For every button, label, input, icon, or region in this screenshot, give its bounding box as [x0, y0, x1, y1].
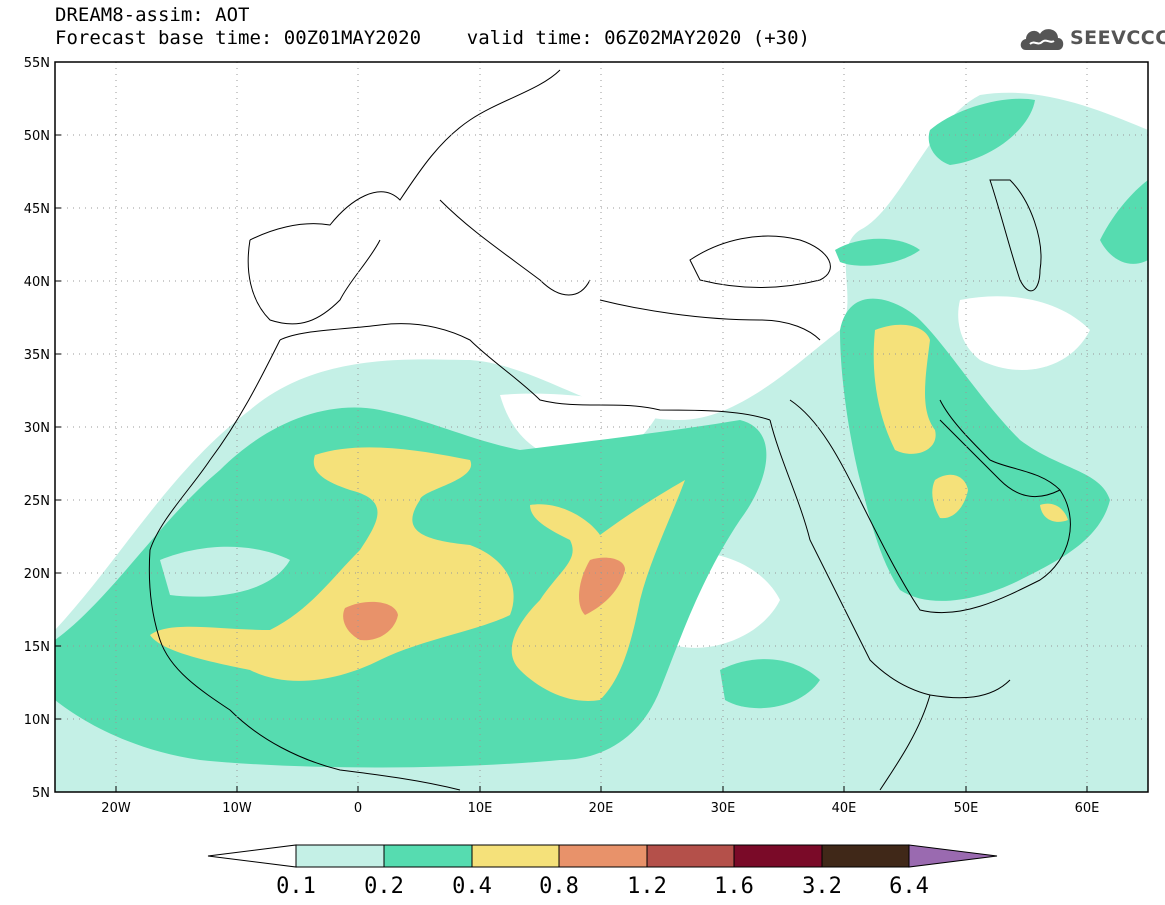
colorbar-label-0.4: 0.4 [452, 874, 492, 899]
colorbar-arrow-low [207, 844, 297, 868]
lat-label-40n: 40N [24, 275, 50, 290]
lat-label-10n: 10N [24, 713, 50, 728]
colorbar-label-0.2: 0.2 [364, 874, 404, 899]
aot-shade-green-horn [720, 659, 820, 709]
lat-label-25n: 25N [24, 494, 50, 509]
coast-horn [929, 679, 1011, 699]
coast-arabia [789, 399, 1071, 614]
colorbar-segment-0.1-0.2 [295, 844, 385, 868]
colorbar-segment-0.2-0.4 [383, 844, 473, 868]
gridlines [55, 62, 1148, 792]
colorbar-segment-0.8-1.2 [558, 844, 648, 868]
aot-shade-yellow-sahara [150, 447, 514, 681]
lat-label-45n: 45N [24, 202, 50, 217]
lat-label-30n: 30N [24, 421, 50, 436]
longitude-labels: 20W 10W 0 10E 20E 30E 40E 50E 60E [101, 801, 1099, 816]
lon-label-10w: 10W [222, 801, 252, 816]
coast-turkey [599, 299, 821, 341]
colorbar [207, 844, 998, 868]
lon-label-20w: 20W [101, 801, 131, 816]
map-title: DREAM8-assim: AOT [55, 4, 250, 26]
lat-label-5n: 5N [32, 786, 50, 801]
lon-label-40e: 40E [832, 801, 857, 816]
aot-shade-green-caucasus [835, 238, 920, 266]
lon-label-30e: 30E [711, 801, 736, 816]
aot-shade-green-caspian [928, 98, 1035, 165]
aot-shade-green-east [1100, 180, 1148, 264]
lat-label-20n: 20N [24, 567, 50, 582]
lon-label-10e: 10E [468, 801, 493, 816]
colorbar-label-3.2: 3.2 [802, 874, 842, 899]
coast-europe [249, 69, 561, 241]
colorbar-segment-1.6-3.2 [733, 844, 823, 868]
colorbar-label-1.6: 1.6 [714, 874, 754, 899]
coast-africa-north [279, 323, 771, 421]
lon-label-50e: 50E [954, 801, 979, 816]
coast-east-africa [879, 694, 931, 791]
seevccc-logo: SEEVCCC [1018, 22, 1165, 56]
colorbar-labels: 0.1 0.2 0.4 0.8 1.2 1.6 3.2 6.4 [276, 874, 929, 899]
coast-black-sea [689, 235, 831, 288]
lon-label-20e: 20E [589, 801, 614, 816]
lat-label-15n: 15N [24, 640, 50, 655]
coast-africa-west [148, 339, 461, 791]
logo-text: SEEVCCC [1070, 27, 1165, 49]
lon-label-60e: 60E [1075, 801, 1100, 816]
lat-label-35n: 35N [24, 348, 50, 363]
aot-shade-salmon-niger [343, 601, 398, 641]
colorbar-segment-3.2-6.4 [821, 844, 910, 868]
lat-label-55n: 55N [24, 56, 50, 71]
aot-gap-arabia-east [958, 296, 1090, 370]
colorbar-label-0.8: 0.8 [539, 874, 579, 899]
colorbar-label-6.4: 6.4 [889, 874, 929, 899]
forecast-times: Forecast base time: 00Z01MAY2020 valid t… [55, 27, 810, 49]
aot-field [55, 92, 1148, 792]
lat-label-50n: 50N [24, 129, 50, 144]
colorbar-segment-0.4-0.8 [471, 844, 560, 868]
colorbar-label-0.1: 0.1 [276, 874, 316, 899]
cloud-icon [1020, 29, 1064, 50]
colorbar-segment-1.2-1.6 [646, 844, 735, 868]
lon-label-0: 0 [354, 801, 362, 816]
tick-marks [55, 61, 1088, 792]
aot-shade-yellow-iraq [873, 324, 936, 454]
coast-persian-gulf [939, 419, 1061, 498]
coast-red-sea [769, 419, 931, 696]
aot-shade-salmon-chad [578, 557, 625, 615]
coast-italy [439, 199, 591, 296]
colorbar-arrow-high [908, 844, 998, 868]
aot-gap-sahel-west [160, 546, 290, 597]
aot-shade-yellow-oman [1040, 503, 1068, 522]
colorbar-label-1.2: 1.2 [627, 874, 667, 899]
coast-iberia [247, 239, 381, 325]
aot-shade-yellow-gulf [932, 474, 968, 519]
latitude-labels: 55N 50N 45N 40N 35N 30N 25N 20N 15N 10N … [24, 56, 50, 801]
coast-caspian [989, 179, 1042, 292]
